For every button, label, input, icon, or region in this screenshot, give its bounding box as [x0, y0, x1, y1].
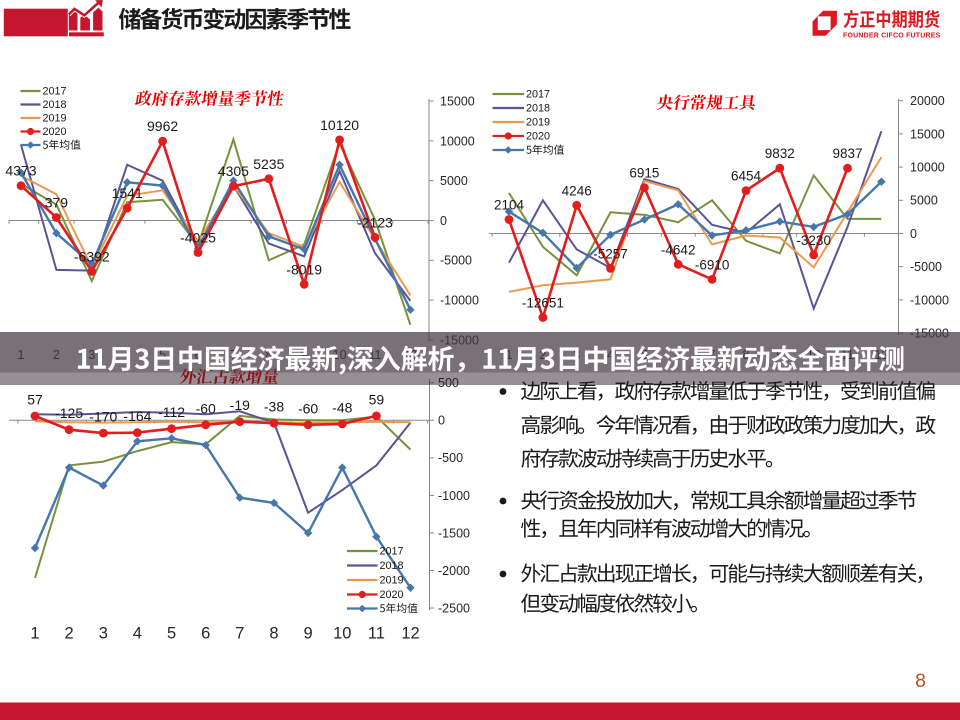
svg-text:10000: 10000 — [440, 134, 475, 148]
svg-text:10120: 10120 — [320, 117, 359, 133]
svg-text:-19: -19 — [230, 397, 250, 413]
svg-text:0: 0 — [910, 227, 917, 241]
svg-text:-6910: -6910 — [695, 257, 730, 272]
svg-text:4305: 4305 — [218, 163, 249, 179]
svg-text:11: 11 — [368, 625, 385, 643]
svg-text:2019: 2019 — [380, 575, 404, 587]
svg-text:59: 59 — [369, 391, 385, 407]
svg-text:-5000: -5000 — [910, 260, 942, 274]
svg-text:-5257: -5257 — [593, 246, 628, 261]
svg-text:15000: 15000 — [440, 95, 475, 109]
svg-text:1: 1 — [30, 625, 39, 643]
svg-text:9962: 9962 — [147, 118, 178, 134]
svg-text:-500: -500 — [438, 451, 463, 465]
svg-text:-6392: -6392 — [74, 248, 110, 264]
svg-text:2019: 2019 — [526, 117, 550, 129]
svg-text:5000: 5000 — [440, 174, 468, 188]
svg-text:2018: 2018 — [526, 103, 550, 115]
svg-text:8: 8 — [915, 671, 926, 692]
svg-text:3: 3 — [99, 625, 108, 643]
svg-text:2017: 2017 — [380, 546, 404, 558]
svg-text:2019: 2019 — [43, 113, 67, 125]
svg-text:-10000: -10000 — [910, 293, 949, 307]
svg-text:2018: 2018 — [43, 99, 67, 111]
svg-text:6: 6 — [201, 625, 210, 643]
svg-text:379: 379 — [45, 195, 69, 211]
svg-text:1541: 1541 — [112, 185, 143, 201]
svg-text:-4025: -4025 — [180, 230, 216, 246]
svg-text:-10000: -10000 — [440, 294, 479, 308]
svg-text:-125: -125 — [55, 405, 83, 421]
svg-text:-8019: -8019 — [286, 261, 322, 277]
svg-text:10: 10 — [333, 625, 351, 643]
svg-text:12: 12 — [401, 625, 419, 643]
svg-text:2017: 2017 — [526, 89, 550, 101]
svg-text:-170: -170 — [89, 409, 117, 425]
svg-text:2020: 2020 — [43, 126, 67, 138]
svg-text:57: 57 — [27, 392, 43, 408]
svg-text:-38: -38 — [264, 399, 284, 415]
svg-text:9832: 9832 — [765, 146, 795, 161]
svg-text:2020: 2020 — [380, 589, 404, 601]
svg-text:9837: 9837 — [832, 146, 862, 161]
svg-text:2: 2 — [65, 625, 74, 643]
svg-text:4246: 4246 — [562, 183, 592, 198]
svg-text:2017: 2017 — [43, 86, 67, 98]
svg-text:9: 9 — [304, 625, 313, 643]
svg-text:7: 7 — [235, 625, 244, 643]
svg-text:-2000: -2000 — [438, 564, 470, 578]
svg-text:6915: 6915 — [629, 166, 659, 181]
svg-text:4: 4 — [133, 625, 142, 643]
svg-text:FOUNDER CIFCO FUTURES: FOUNDER CIFCO FUTURES — [843, 33, 941, 40]
svg-text:10000: 10000 — [910, 161, 945, 175]
svg-text:8: 8 — [269, 625, 278, 643]
svg-text:5: 5 — [167, 625, 176, 643]
svg-text:-5000: -5000 — [440, 254, 472, 268]
svg-text:0: 0 — [438, 414, 445, 428]
svg-text:-48: -48 — [332, 399, 352, 415]
svg-text:15000: 15000 — [910, 127, 945, 141]
svg-text:-60: -60 — [196, 400, 216, 416]
svg-text:-1000: -1000 — [438, 489, 470, 503]
svg-text:-112: -112 — [158, 404, 185, 420]
svg-text:6454: 6454 — [731, 169, 762, 184]
svg-text:5000: 5000 — [910, 194, 938, 208]
svg-text:-3230: -3230 — [796, 233, 831, 248]
svg-text:2104: 2104 — [494, 198, 525, 213]
svg-text:2018: 2018 — [380, 560, 404, 572]
svg-text:-12651: -12651 — [522, 296, 564, 311]
svg-text:4373: 4373 — [5, 163, 36, 179]
svg-text:20000: 20000 — [910, 94, 945, 108]
svg-text:-1500: -1500 — [438, 526, 470, 540]
svg-text:2020: 2020 — [526, 131, 550, 143]
svg-text:-60: -60 — [298, 400, 318, 416]
svg-text:5235: 5235 — [253, 156, 284, 172]
svg-text:-2123: -2123 — [357, 214, 393, 230]
svg-text:-4642: -4642 — [661, 242, 696, 257]
svg-text:-164: -164 — [123, 408, 151, 424]
svg-text:-2500: -2500 — [438, 601, 470, 615]
svg-text:0: 0 — [440, 214, 447, 228]
